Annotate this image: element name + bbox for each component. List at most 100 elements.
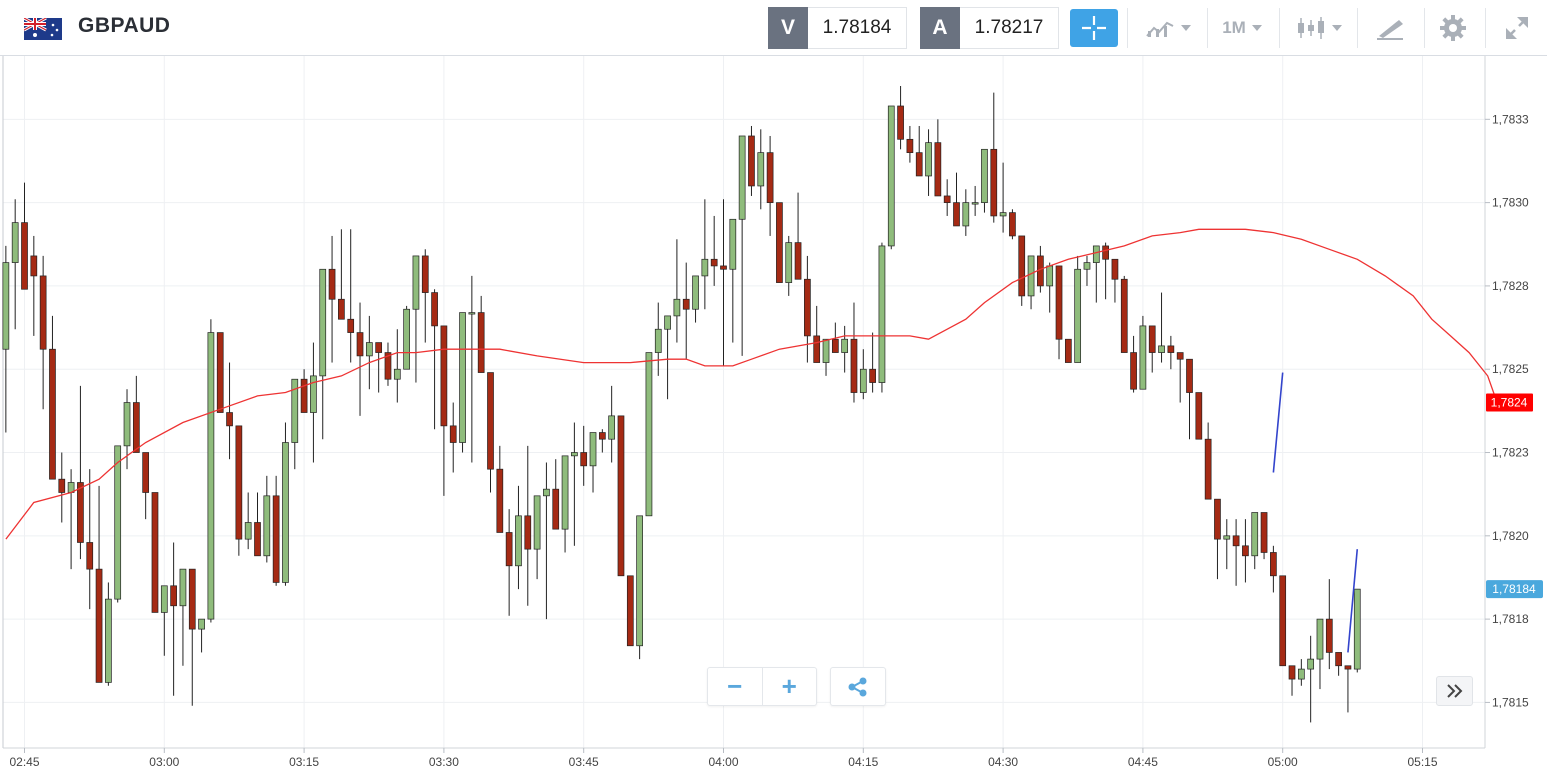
- candle-body: [449, 425, 457, 443]
- share-button[interactable]: [830, 667, 886, 706]
- candle-body: [11, 222, 19, 263]
- candle-down: [1204, 422, 1212, 500]
- candle-up: [636, 515, 643, 660]
- fullscreen-button[interactable]: [1494, 6, 1540, 50]
- candle-body: [757, 152, 765, 187]
- candle-body: [710, 258, 718, 267]
- candle-body: [244, 522, 252, 540]
- candle-body: [188, 568, 196, 630]
- candle-up: [105, 582, 112, 686]
- candle-down: [1344, 665, 1352, 713]
- interval-label: 1M: [1222, 18, 1246, 37]
- candle-down: [449, 402, 457, 473]
- candle-body: [720, 265, 727, 270]
- settings-button[interactable]: [1430, 6, 1476, 50]
- candle-up: [282, 422, 289, 586]
- candle-down: [906, 125, 914, 163]
- candle-up: [654, 302, 662, 376]
- candle-down: [1064, 338, 1072, 363]
- candle-down: [30, 235, 38, 336]
- candle-down: [626, 575, 634, 647]
- candle-body: [1316, 618, 1324, 660]
- candle-down: [216, 332, 224, 413]
- candle-down: [151, 492, 159, 613]
- candle-down: [1009, 209, 1016, 240]
- candle-body: [77, 482, 84, 543]
- candle-down: [748, 125, 755, 196]
- candle-body: [1279, 575, 1287, 667]
- price-tick-label: 1,7825: [1492, 362, 1529, 376]
- candle-body: [571, 452, 578, 457]
- candle-down: [1242, 519, 1249, 583]
- candle-body: [1111, 258, 1119, 280]
- drawing-tools-button[interactable]: [1365, 6, 1415, 50]
- candle-style-button[interactable]: [1288, 6, 1350, 50]
- candle-up: [319, 268, 327, 440]
- candle-body: [216, 332, 224, 413]
- scroll-to-latest-button[interactable]: [1436, 676, 1473, 706]
- candle-body: [347, 318, 355, 333]
- candle-body: [804, 278, 811, 337]
- candle-up: [822, 338, 830, 376]
- candle-body: [263, 495, 271, 557]
- candle-body: [1018, 235, 1026, 297]
- interval-dropdown[interactable]: 1M: [1212, 6, 1272, 50]
- zoom-in-button[interactable]: +: [761, 668, 817, 705]
- candle-body: [49, 348, 56, 480]
- top-toolbar: GBPAUD V 1.78184 A 1.78217 1M: [0, 0, 1547, 56]
- candle-down: [1270, 545, 1277, 593]
- price-chart[interactable]: 1,7815 1,7818 1,7820 1,7823 1,7825 1,7828 1,78…: [0, 56, 1547, 779]
- candle-body: [1288, 665, 1296, 680]
- candle-up: [11, 199, 19, 330]
- time-tick-label: 04:15: [848, 755, 878, 769]
- candlestick-icon: [1298, 17, 1324, 39]
- candle-down: [552, 459, 560, 530]
- candle-down: [487, 372, 494, 493]
- bid-quote[interactable]: V 1.78184: [768, 7, 907, 49]
- candle-down: [95, 485, 103, 683]
- candle-up: [859, 349, 867, 400]
- trend-line: [1347, 549, 1359, 653]
- candle-body: [589, 432, 597, 467]
- drawing-tools-icon: [1377, 20, 1403, 40]
- candle-up: [757, 129, 765, 210]
- candle-body: [692, 275, 699, 310]
- candle-up: [403, 305, 410, 370]
- chart-type-button[interactable]: [1136, 6, 1200, 50]
- candle-up: [459, 312, 466, 453]
- candle-body: [953, 202, 960, 227]
- candle-body: [95, 568, 103, 683]
- candle-body: [971, 202, 979, 205]
- candle-down: [1260, 512, 1268, 560]
- candle-up: [673, 239, 681, 343]
- candle-down: [617, 415, 625, 577]
- candle-body: [1297, 668, 1305, 680]
- candle-body: [319, 268, 327, 377]
- candle-body: [664, 315, 671, 330]
- candle-down: [580, 425, 588, 486]
- candle-down: [598, 429, 606, 453]
- candle-down: [710, 215, 718, 286]
- candle-body: [142, 452, 150, 493]
- chevron-down-icon: [1181, 25, 1191, 31]
- candle-down: [254, 492, 261, 557]
- trend-lines[interactable]: [1272, 372, 1359, 653]
- crosshair-button[interactable]: [1070, 9, 1118, 47]
- zoom-out-button[interactable]: −: [727, 671, 743, 701]
- candle-up: [1316, 618, 1324, 690]
- candle-body: [999, 212, 1007, 217]
- candle-body: [403, 308, 410, 370]
- double-chevron-right-icon: [1446, 684, 1462, 698]
- candle-body: [645, 352, 653, 517]
- candle-up: [244, 492, 252, 550]
- candle-down: [505, 509, 513, 616]
- candle-body: [580, 452, 588, 467]
- ask-quote[interactable]: A 1.78217: [920, 7, 1059, 49]
- zoom-controls: − +: [707, 667, 817, 706]
- candle-body: [2, 262, 10, 350]
- candle-body: [198, 618, 205, 630]
- candle-body: [1064, 338, 1072, 363]
- candle-body: [254, 522, 261, 557]
- candle-body: [1260, 512, 1268, 553]
- candle-up: [1251, 512, 1259, 570]
